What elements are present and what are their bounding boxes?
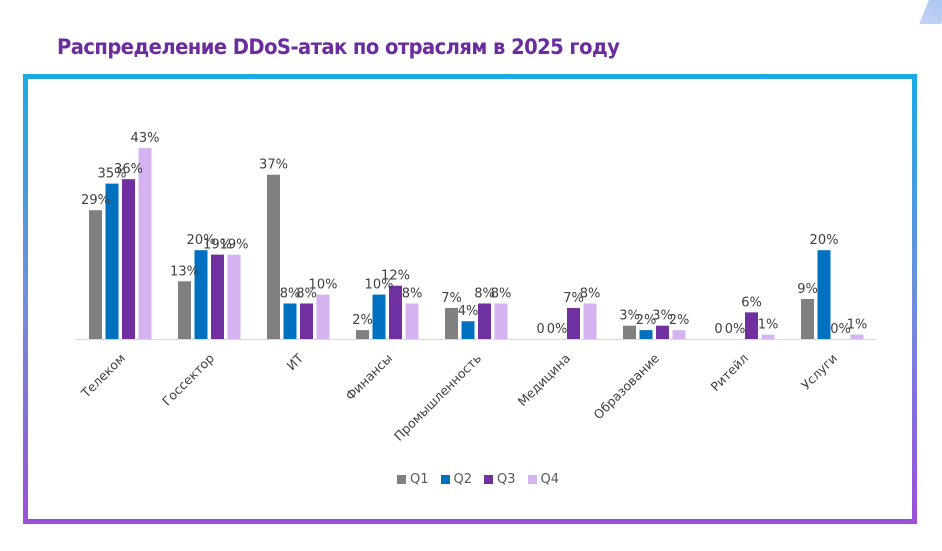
category-label-6: Образование — [590, 350, 662, 422]
value-label-q1-8: 9% — [797, 282, 818, 297]
bar-q3-6 — [656, 325, 669, 339]
bar-q3-7 — [745, 312, 758, 339]
bar-q2-0 — [105, 183, 119, 339]
value-label-q1-0: 29% — [81, 193, 110, 208]
bar-q1-1 — [178, 281, 191, 339]
bar-q2-2 — [283, 303, 297, 339]
value-label-q2-3: 10% — [365, 278, 394, 293]
category-label-4: Промышленность — [391, 351, 484, 444]
value-label-q1-2: 37% — [259, 158, 288, 173]
bar-q1-3 — [356, 330, 369, 339]
legend-item-q1: Q1 — [397, 472, 429, 487]
value-label-q2-5: 0% — [547, 322, 568, 337]
bar-q2-4 — [461, 321, 475, 339]
value-label-q4-4: 8% — [491, 286, 512, 301]
bar-q3-5 — [567, 307, 580, 339]
value-label-q4-3: 8% — [402, 286, 423, 301]
value-label-q3-4: 8% — [474, 286, 495, 301]
value-label-q4-2: 10% — [309, 278, 338, 293]
value-label-q4-5: 8% — [580, 286, 601, 301]
category-label-5: Медицина — [515, 351, 573, 409]
value-label-q3-5: 7% — [563, 291, 584, 306]
legend-label-q4: Q4 — [540, 472, 560, 487]
legend-label-q2: Q2 — [453, 472, 473, 487]
bar-q2-8 — [817, 250, 831, 339]
legend-item-q3: Q3 — [484, 472, 516, 487]
category-label-2: ИТ — [283, 350, 306, 373]
chart-frame — [23, 74, 917, 524]
value-label-q1-3: 2% — [352, 313, 373, 328]
value-label-q2-2: 8% — [280, 286, 301, 301]
bar-q3-0 — [122, 179, 135, 339]
bars-layer — [89, 148, 864, 339]
bar-q1-2 — [267, 174, 280, 339]
legend-swatch-q3 — [484, 475, 494, 484]
value-label-q2-4: 4% — [458, 304, 479, 319]
bar-q3-3 — [389, 285, 402, 339]
bar-q3-4 — [478, 303, 491, 339]
bar-q4-8 — [850, 334, 864, 339]
value-label-q2-6: 2% — [636, 313, 657, 328]
value-label-q1-5: 0 — [536, 322, 544, 337]
value-label-q3-6: 3% — [652, 309, 673, 324]
bar-q2-1 — [194, 250, 208, 339]
legend-label-q1: Q1 — [410, 472, 429, 487]
bar-q4-6 — [672, 330, 686, 339]
value-label-q2-0: 35% — [98, 167, 127, 182]
bar-q4-2 — [316, 294, 330, 339]
legend-item-q4: Q4 — [527, 472, 560, 487]
value-label-q2-7: 0% — [725, 322, 746, 337]
category-label-0: Телеком — [77, 351, 128, 402]
bar-q4-5 — [583, 303, 597, 339]
value-label-q3-2: 8% — [296, 286, 317, 301]
bar-q1-0 — [89, 210, 102, 339]
legend-label-q3: Q3 — [497, 472, 516, 487]
value-label-q3-3: 12% — [381, 269, 410, 284]
bar-q3-1 — [211, 254, 224, 339]
category-label-3: Финансы — [342, 351, 395, 404]
bar-q4-4 — [494, 303, 508, 339]
category-label-8: Услуги — [798, 351, 840, 393]
value-label-q1-7: 0 — [714, 322, 722, 337]
value-label-q1-1: 13% — [170, 264, 199, 279]
legend-item-q2: Q2 — [440, 472, 473, 487]
bar-q1-4 — [445, 307, 458, 339]
bar-q3-2 — [300, 303, 313, 339]
bar-q4-1 — [227, 254, 241, 339]
legend-swatch-q2 — [440, 475, 450, 484]
category-label-1: Госсектор — [159, 350, 217, 408]
value-label-q3-7: 6% — [741, 295, 762, 310]
bar-q4-3 — [405, 303, 419, 339]
value-label-q4-7: 1% — [758, 318, 779, 333]
value-label-q2-1: 20% — [187, 233, 216, 248]
legend-swatch-q1 — [397, 475, 406, 484]
value-label-q4-8: 1% — [847, 318, 868, 333]
value-label-q1-6: 3% — [619, 309, 640, 324]
bar-q4-7 — [761, 334, 775, 339]
chart-frame-inner — [28, 79, 912, 519]
bar-q2-3 — [372, 294, 386, 339]
value-label-q2-8: 20% — [810, 233, 839, 248]
value-label-q3-0: 36% — [114, 162, 143, 177]
value-labels-layer: 29%35%36%43%13%20%19%19%37%8%8%10%2%10%1… — [81, 131, 867, 337]
category-label-7: Ритейл — [707, 351, 751, 395]
bar-q1-8 — [801, 299, 814, 339]
bar-q1-6 — [623, 325, 636, 339]
bar-q2-6 — [639, 330, 653, 339]
value-label-q4-0: 43% — [131, 131, 160, 146]
legend: Q1 Q2 Q3 Q4 — [397, 472, 559, 487]
bar-q4-0 — [138, 148, 152, 339]
chart-title: Распределение DDoS-атак по отраслям в 20… — [57, 35, 620, 59]
value-label-q4-1: 19% — [220, 238, 249, 253]
value-label-q3-1: 19% — [203, 238, 232, 253]
value-label-q3-8: 0% — [830, 322, 851, 337]
legend-swatch-q4 — [527, 475, 537, 484]
value-label-q1-4: 7% — [441, 291, 462, 306]
value-label-q4-6: 2% — [669, 313, 690, 328]
